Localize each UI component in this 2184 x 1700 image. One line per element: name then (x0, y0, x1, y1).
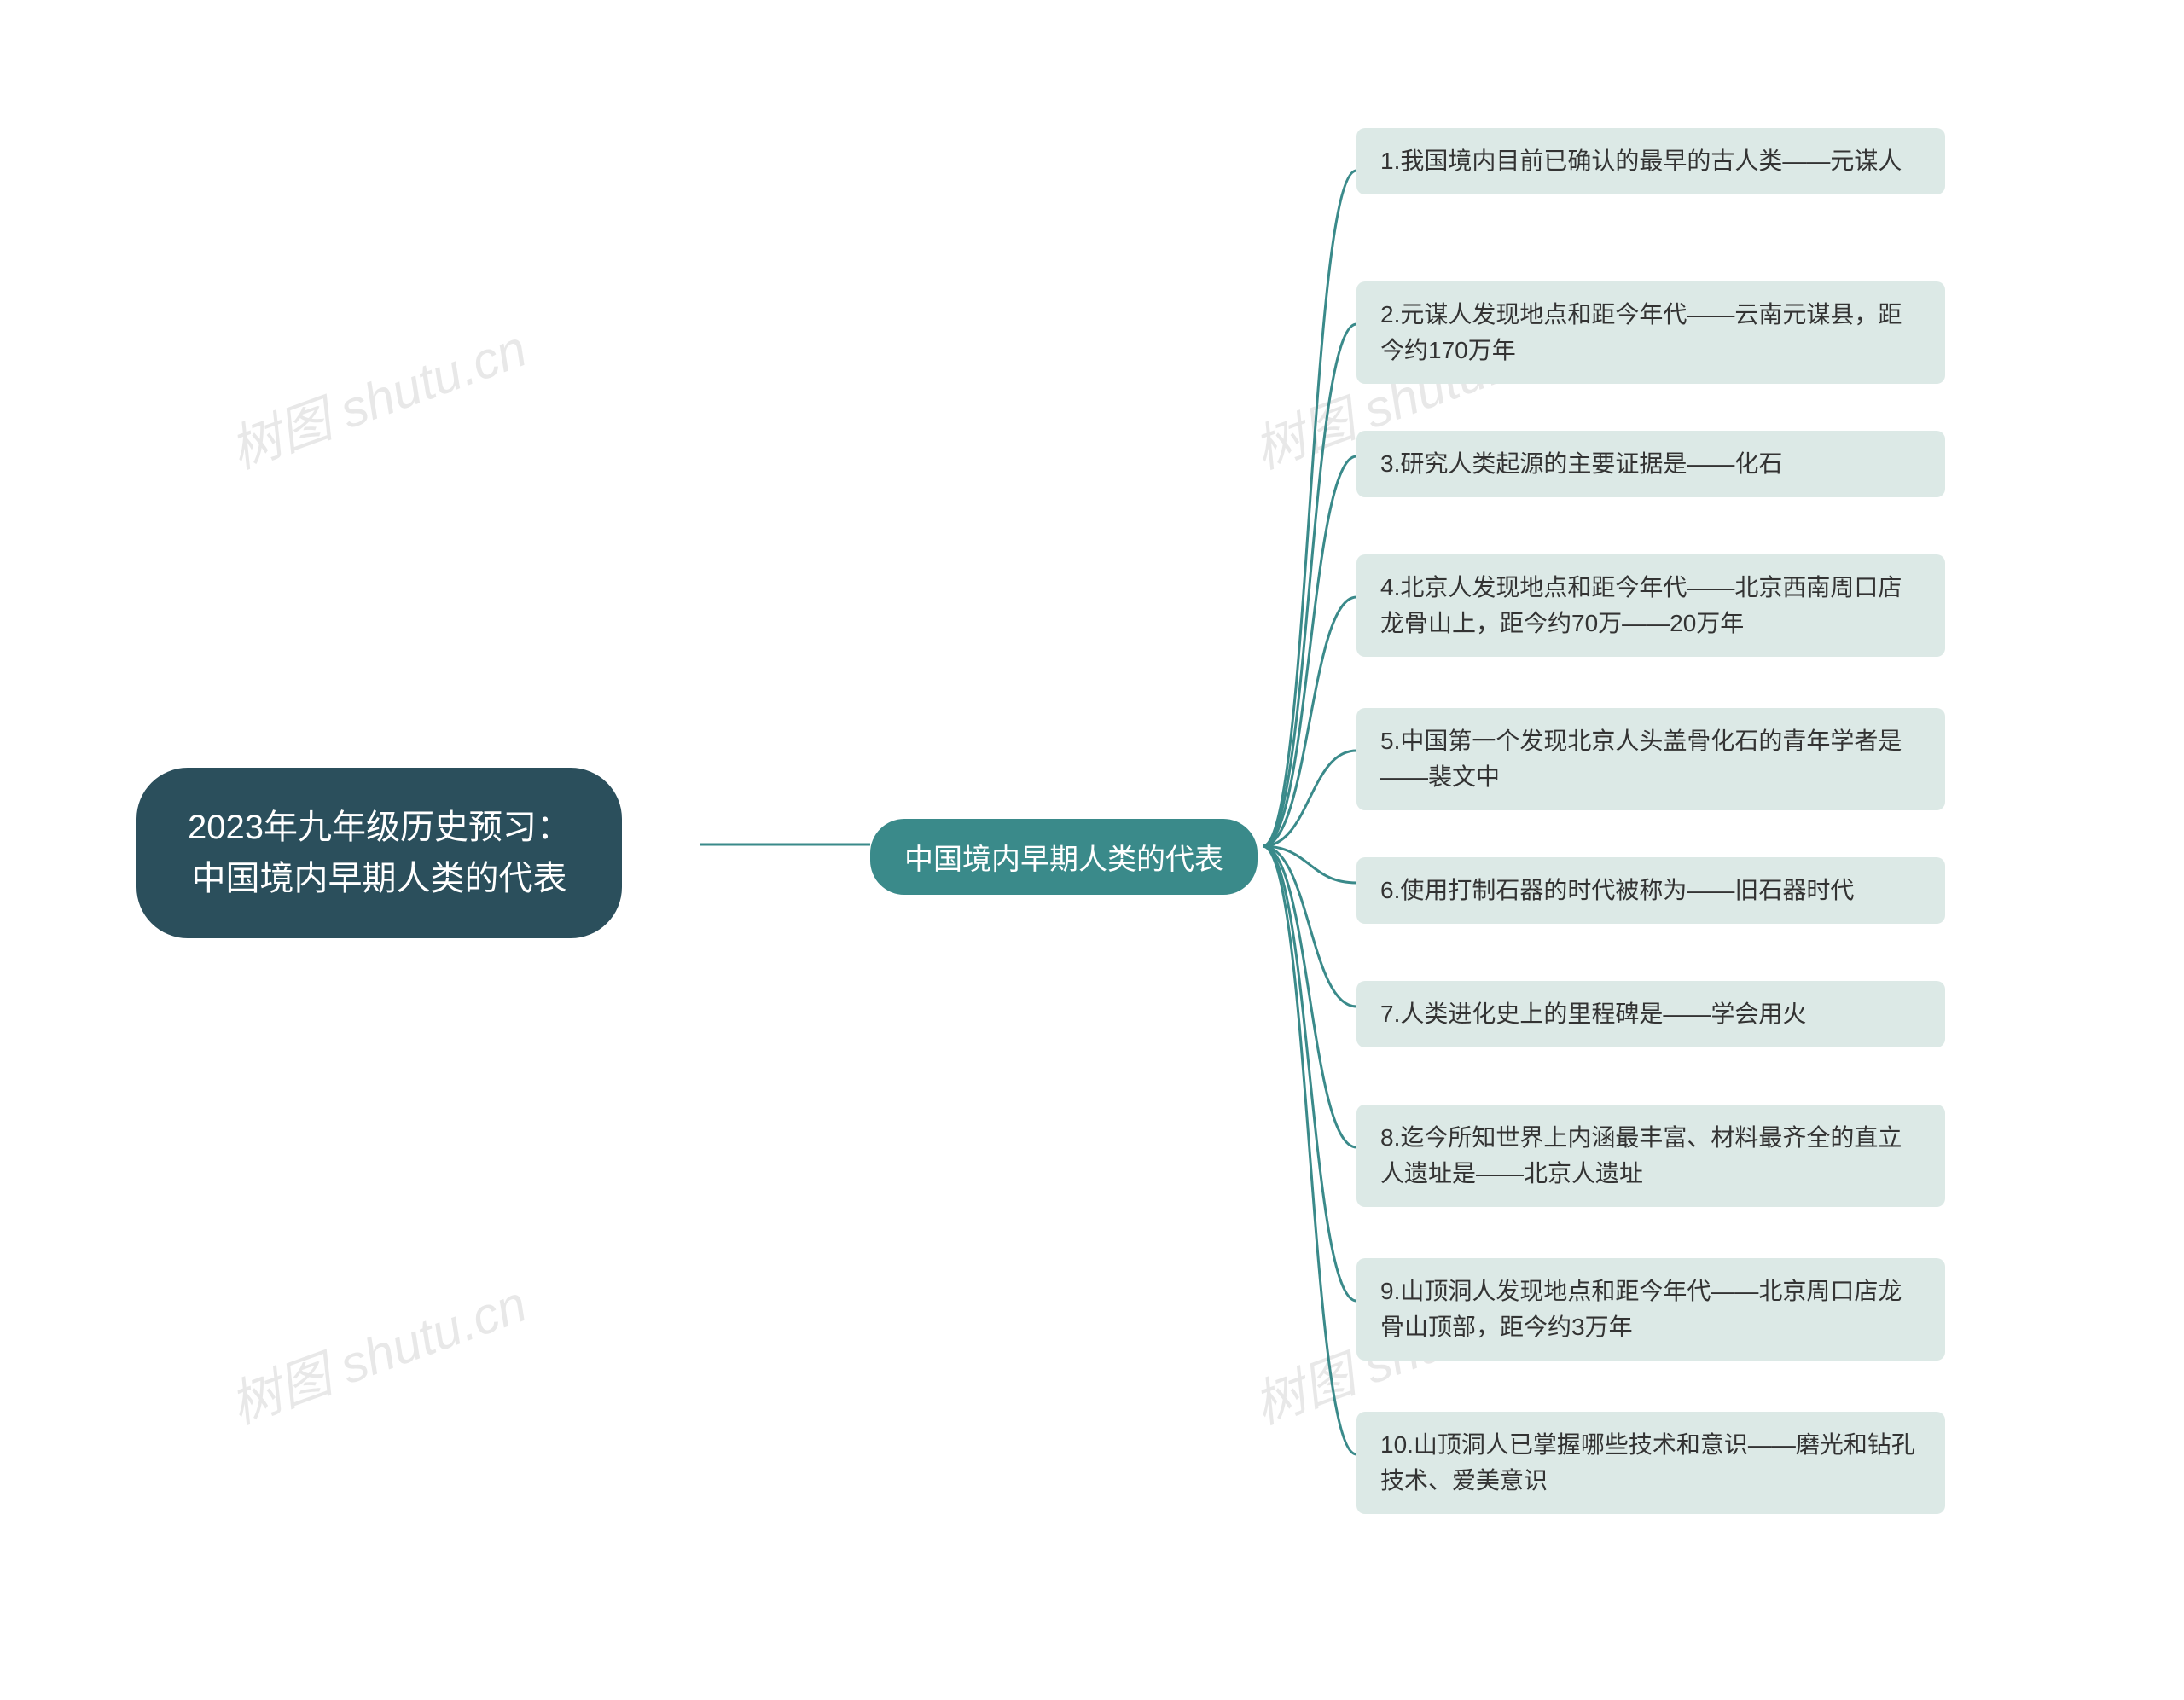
leaf-node[interactable]: 3.研究人类起源的主要证据是——化石 (1356, 431, 1945, 497)
watermark: 树图 shutu.cn (218, 307, 535, 483)
leaf-node[interactable]: 6.使用打制石器的时代被称为——旧石器时代 (1356, 857, 1945, 924)
root-node[interactable]: 2023年九年级历史预习： 中国境内早期人类的代表 (136, 768, 622, 938)
leaf-node[interactable]: 2.元谋人发现地点和距今年代——云南元谋县，距今约170万年 (1356, 281, 1945, 384)
leaf-node[interactable]: 9.山顶洞人发现地点和距今年代——北京周口店龙骨山顶部，距今约3万年 (1356, 1258, 1945, 1361)
leaf-node[interactable]: 7.人类进化史上的里程碑是——学会用火 (1356, 981, 1945, 1047)
root-line2: 中国境内早期人类的代表 (191, 860, 566, 897)
leaf-node[interactable]: 10.山顶洞人已掌握哪些技术和意识——磨光和钻孔技术、爱美意识 (1356, 1412, 1945, 1514)
mindmap-canvas: 树图 shutu.cn 树图 shutu.cn 树图 shutu.cn 树图 s… (0, 0, 2184, 1700)
leaf-node[interactable]: 8.迄今所知世界上内涵最丰富、材料最齐全的直立人遗址是——北京人遗址 (1356, 1105, 1945, 1207)
root-line1: 2023年九年级历史预习： (188, 809, 571, 846)
mid-node[interactable]: 中国境内早期人类的代表 (870, 819, 1258, 895)
leaf-node[interactable]: 4.北京人发现地点和距今年代——北京西南周口店龙骨山上，距今约70万——20万年 (1356, 554, 1945, 657)
leaf-node[interactable]: 5.中国第一个发现北京人头盖骨化石的青年学者是——裴文中 (1356, 708, 1945, 810)
watermark: 树图 shutu.cn (218, 1262, 535, 1438)
leaf-node[interactable]: 1.我国境内目前已确认的最早的古人类——元谋人 (1356, 128, 1945, 194)
mid-label: 中国境内早期人类的代表 (904, 844, 1223, 876)
